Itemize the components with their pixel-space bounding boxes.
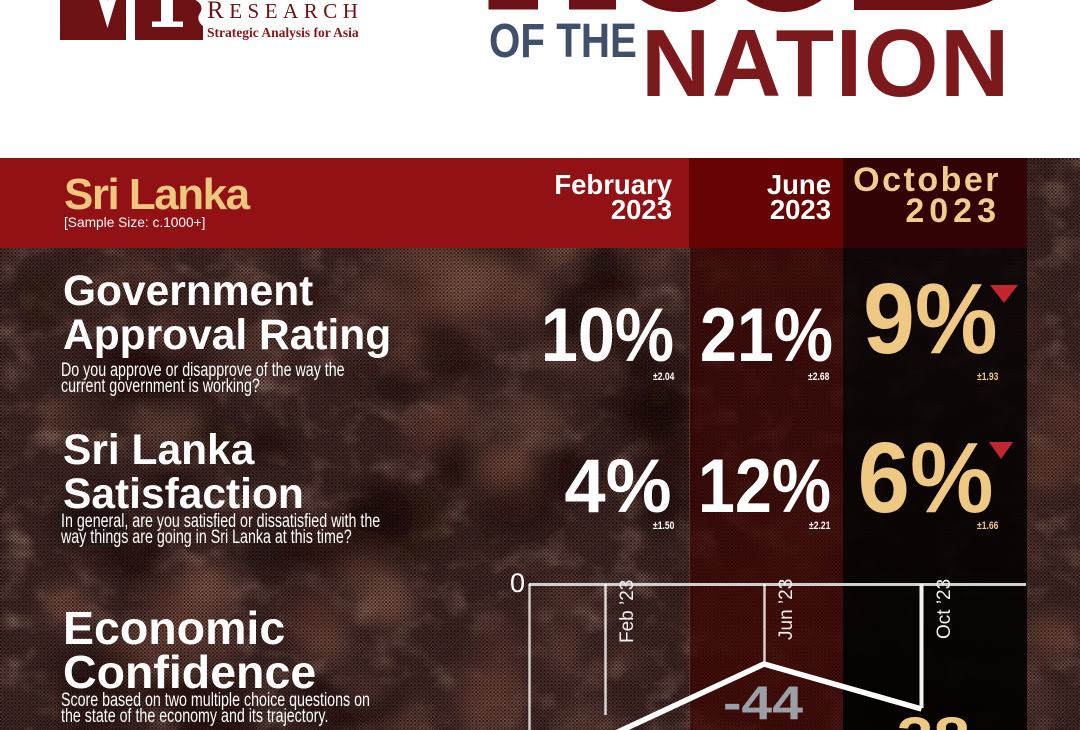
svg-text:-44: -44 bbox=[723, 676, 803, 729]
svg-text:0: 0 bbox=[510, 568, 525, 598]
svg-text:Oct ’23: Oct ’23 bbox=[934, 579, 955, 639]
svg-text:Jun ’23: Jun ’23 bbox=[776, 579, 797, 640]
svg-text:-38: -38 bbox=[875, 706, 970, 730]
svg-text:Feb ’23: Feb ’23 bbox=[617, 580, 638, 643]
